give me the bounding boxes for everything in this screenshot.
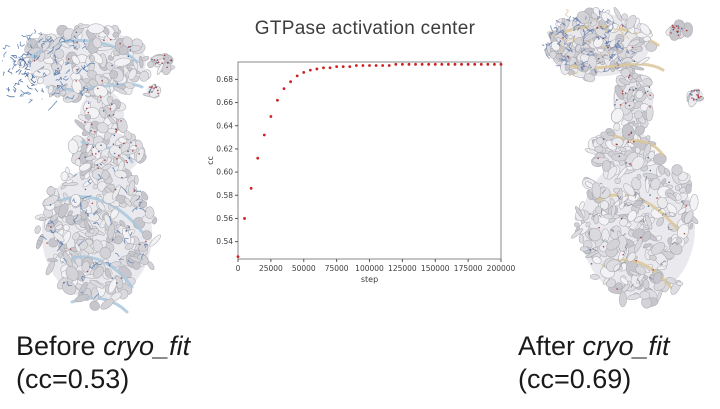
after-cc-value: (cc=0.69) xyxy=(518,364,632,394)
molecule-before-image xyxy=(2,23,176,314)
svg-text:200000: 200000 xyxy=(487,264,516,273)
cc-vs-step-chart: 0 25000 50000 75000 100000 125000 150000 175000… xyxy=(206,61,516,284)
svg-text:150000: 150000 xyxy=(421,264,450,273)
svg-text:0.60: 0.60 xyxy=(216,168,233,177)
molecule-after-image xyxy=(541,7,705,309)
after-label: After xyxy=(518,331,583,361)
svg-text:step: step xyxy=(361,275,378,284)
svg-text:0.56: 0.56 xyxy=(216,214,233,223)
svg-text:0.62: 0.62 xyxy=(216,145,233,154)
svg-text:125000: 125000 xyxy=(388,264,417,273)
svg-text:0.64: 0.64 xyxy=(216,121,233,130)
before-caption-line1: Before cryo_fit xyxy=(16,330,190,363)
program-name: cryo_fit xyxy=(103,331,191,361)
svg-text:25000: 25000 xyxy=(259,264,283,273)
svg-text:175000: 175000 xyxy=(454,264,483,273)
after-caption: After cryo_fit (cc=0.69) xyxy=(518,330,670,396)
svg-text:0: 0 xyxy=(236,264,241,273)
program-name: cryo_fit xyxy=(582,331,670,361)
before-caption: Before cryo_fit (cc=0.53) xyxy=(16,330,190,396)
before-label: Before xyxy=(16,331,104,361)
svg-text:100000: 100000 xyxy=(355,264,384,273)
after-caption-line1: After cryo_fit xyxy=(518,330,670,363)
svg-text:75000: 75000 xyxy=(325,264,349,273)
svg-text:0.54: 0.54 xyxy=(216,237,233,246)
svg-text:50000: 50000 xyxy=(292,264,316,273)
svg-text:cc: cc xyxy=(206,156,215,165)
svg-text:0.66: 0.66 xyxy=(216,98,233,107)
chart-title: GTPase activation center xyxy=(254,18,476,39)
before-cc-value: (cc=0.53) xyxy=(16,364,130,394)
svg-text:0.68: 0.68 xyxy=(216,75,233,84)
svg-text:0.58: 0.58 xyxy=(216,191,233,200)
